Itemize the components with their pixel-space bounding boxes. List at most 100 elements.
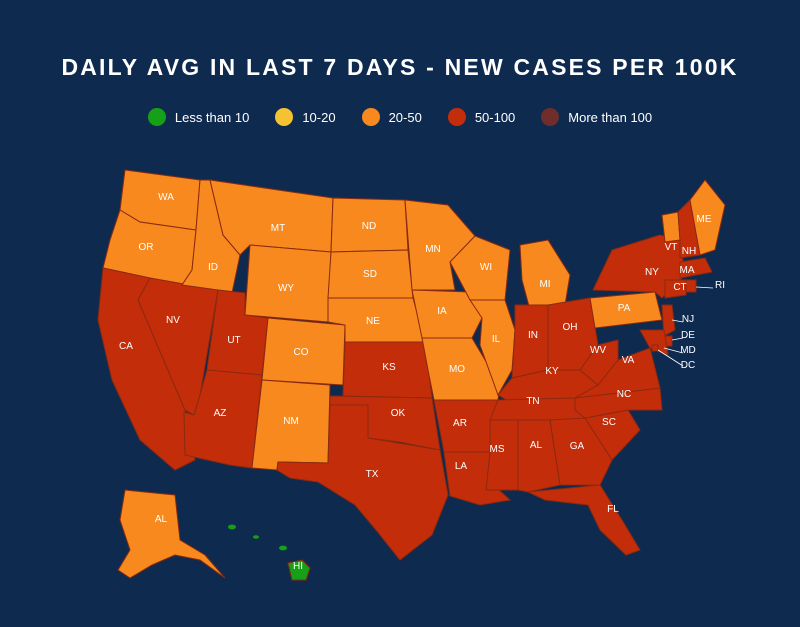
state-label-ny: NY <box>645 267 659 278</box>
state-label-la: LA <box>455 461 468 472</box>
legend-label: 10-20 <box>302 109 336 125</box>
state-label-tx: TX <box>366 469 379 480</box>
state-label-ms: MS <box>490 444 505 455</box>
state-label-az: AZ <box>214 408 227 419</box>
state-label-il: IL <box>492 334 501 345</box>
state-label-dc: DC <box>681 360 695 371</box>
state-label-mt: MT <box>271 223 285 234</box>
state-label-ma: MA <box>680 265 695 276</box>
legend-item-20-50: 20-50 <box>361 108 422 126</box>
state-label-md: MD <box>680 345 696 356</box>
hawaii-islet <box>253 535 259 539</box>
state-label-me: ME <box>697 214 712 225</box>
hawaii-islet <box>228 524 236 530</box>
state-label-hi: HI <box>293 561 303 572</box>
state-label-id: ID <box>208 262 218 273</box>
state-label-ri: RI <box>715 280 725 291</box>
state-label-ct: CT <box>673 282 686 293</box>
legend-item-10-20: 10-20 <box>275 108 336 126</box>
state-label-co: CO <box>294 347 309 358</box>
state-label-al: AL <box>530 440 543 451</box>
state-dc <box>651 344 659 352</box>
state-label-wa: WA <box>158 192 174 203</box>
state-label-ks: KS <box>382 362 396 373</box>
state-label-sd: SD <box>363 269 377 280</box>
state-label-wv: WV <box>590 345 606 356</box>
state-ak <box>117 489 226 579</box>
state-fl <box>526 484 641 556</box>
state-label-de: DE <box>681 330 695 341</box>
state-label-ok: OK <box>391 408 406 419</box>
legend-swatch-red <box>447 108 466 126</box>
state-label-ga: GA <box>570 441 585 452</box>
state-ma <box>679 257 713 279</box>
legend-swatch-green <box>147 108 166 126</box>
legend-item-less-than-10: Less than 10 <box>147 108 250 126</box>
pointer-line-nj <box>671 319 684 323</box>
pointer-line-dc <box>657 349 684 367</box>
legend-swatch-yellow <box>275 108 294 126</box>
state-label-wy: WY <box>278 283 294 294</box>
state-label-ne: NE <box>366 316 380 327</box>
state-ga <box>549 417 613 486</box>
state-label-or: OR <box>139 242 154 253</box>
state-wi <box>449 235 511 301</box>
state-mi <box>519 239 571 311</box>
pointer-line-de <box>671 337 684 341</box>
state-label-fl: FL <box>607 504 619 515</box>
state-label-nv: NV <box>166 315 180 326</box>
state-label-ut: UT <box>227 335 240 346</box>
state-label-ca: CA <box>119 341 133 352</box>
legend-label: 20-50 <box>388 109 422 125</box>
state-label-sc: SC <box>602 417 616 428</box>
state-vt <box>661 211 681 243</box>
state-ri <box>685 279 697 293</box>
state-me <box>689 179 726 256</box>
legend: Less than 10 10-20 20-50 50-100 More tha… <box>0 108 800 126</box>
state-md <box>639 329 669 356</box>
state-label-wi: WI <box>480 262 492 273</box>
state-ct <box>664 279 687 299</box>
legend-swatch-maroon <box>541 108 560 126</box>
pointer-line-md <box>663 347 684 354</box>
state-label-ak: AL <box>155 514 168 525</box>
legend-label: More than 100 <box>568 109 653 125</box>
state-label-ar: AR <box>453 418 467 429</box>
state-il <box>469 299 516 397</box>
state-hi <box>287 559 311 581</box>
state-label-mo: MO <box>449 364 465 375</box>
state-id <box>181 179 241 294</box>
state-label-in: IN <box>528 330 538 341</box>
state-ms <box>485 419 519 491</box>
state-label-oh: OH <box>563 322 578 333</box>
state-nh <box>677 198 701 259</box>
state-label-nc: NC <box>617 389 631 400</box>
state-label-mi: MI <box>539 279 550 290</box>
state-ia <box>411 289 483 339</box>
state-in <box>511 304 549 379</box>
legend-label: 50-100 <box>474 109 516 125</box>
hawaii-islet <box>279 545 287 551</box>
state-label-nj: NJ <box>682 314 694 325</box>
state-label-vt: VT <box>665 242 678 253</box>
state-pa <box>589 291 663 329</box>
legend-item-50-100: 50-100 <box>447 108 516 126</box>
state-label-ia: IA <box>437 306 447 317</box>
state-label-mn: MN <box>425 244 441 255</box>
state-wv <box>579 339 619 386</box>
legend-item-more-than-100: More than 100 <box>541 108 652 126</box>
legend-swatch-orange <box>361 108 380 126</box>
state-label-nd: ND <box>362 221 376 232</box>
state-label-pa: PA <box>618 303 631 314</box>
legend-label: Less than 10 <box>174 109 250 125</box>
state-al <box>517 419 561 493</box>
pointer-line-ri <box>695 286 714 289</box>
state-nj <box>661 304 676 337</box>
state-label-tn: TN <box>526 396 539 407</box>
state-label-nm: NM <box>283 416 299 427</box>
map-title: DAILY AVG IN LAST 7 DAYS - NEW CASES PER… <box>61 54 739 80</box>
state-label-nh: NH <box>682 246 696 257</box>
state-label-ky: KY <box>545 366 559 377</box>
state-tx <box>276 404 449 561</box>
